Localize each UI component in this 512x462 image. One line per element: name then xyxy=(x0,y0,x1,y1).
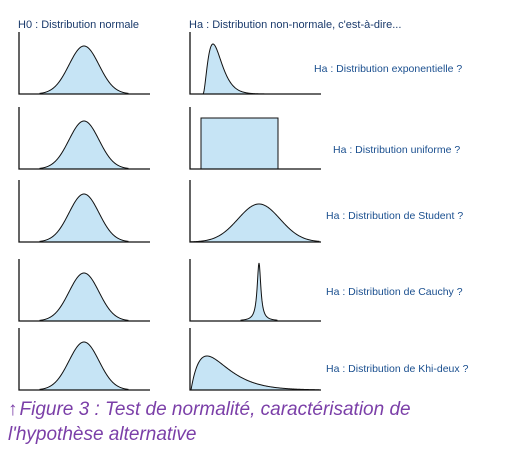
student-curve xyxy=(190,203,320,243)
axes xyxy=(18,259,150,322)
uniform-plot xyxy=(189,107,321,170)
caption-text: Figure 3 : Test de normalité, caractéris… xyxy=(8,399,411,445)
chi-square-curve xyxy=(190,355,320,391)
normal-plot-3 xyxy=(18,180,150,243)
normal-curve xyxy=(39,341,129,391)
ha-label-uniform: Ha : Distribution uniforme ? xyxy=(333,144,461,156)
axes xyxy=(18,32,150,95)
axes xyxy=(189,259,321,322)
normal-plot-2 xyxy=(18,107,150,170)
normal-curve xyxy=(39,272,129,322)
ha-label-cauchy: Ha : Distribution de Cauchy ? xyxy=(326,286,463,298)
axes xyxy=(189,32,321,95)
axes xyxy=(189,180,321,243)
uniform-block xyxy=(200,117,279,170)
cauchy-plot xyxy=(189,259,321,322)
axes xyxy=(189,107,321,170)
normal-plot-4 xyxy=(18,259,150,322)
h0-header: H0 : Distribution normale xyxy=(18,19,140,31)
figure-caption: ↑ Figure 3 : Test de normalité, caractéri… xyxy=(8,397,508,447)
ha-label-exponential: Ha : Distribution exponentielle ? xyxy=(314,63,463,75)
axes xyxy=(18,328,150,391)
chi-square-plot xyxy=(189,328,321,391)
axes xyxy=(18,180,150,243)
normal-plot-5 xyxy=(18,328,150,391)
exponential-curve xyxy=(202,43,319,95)
ha-label-chi-square: Ha : Distribution de Khi-deux ? xyxy=(326,363,469,375)
exponential-plot xyxy=(189,32,321,95)
normal-curve xyxy=(39,193,129,243)
normal-plot-1 xyxy=(18,32,150,95)
ha-label-student: Ha : Distribution de Student ? xyxy=(326,210,464,222)
axes xyxy=(18,107,150,170)
normal-curve xyxy=(39,45,129,95)
student-plot xyxy=(189,180,321,243)
ha-header: Ha : Distribution non-normale, c'est-à-d… xyxy=(189,19,402,31)
normal-curve xyxy=(39,120,129,170)
up-arrow-icon: ↑ xyxy=(8,399,18,420)
axes xyxy=(189,328,321,391)
cauchy-curve xyxy=(240,262,278,322)
